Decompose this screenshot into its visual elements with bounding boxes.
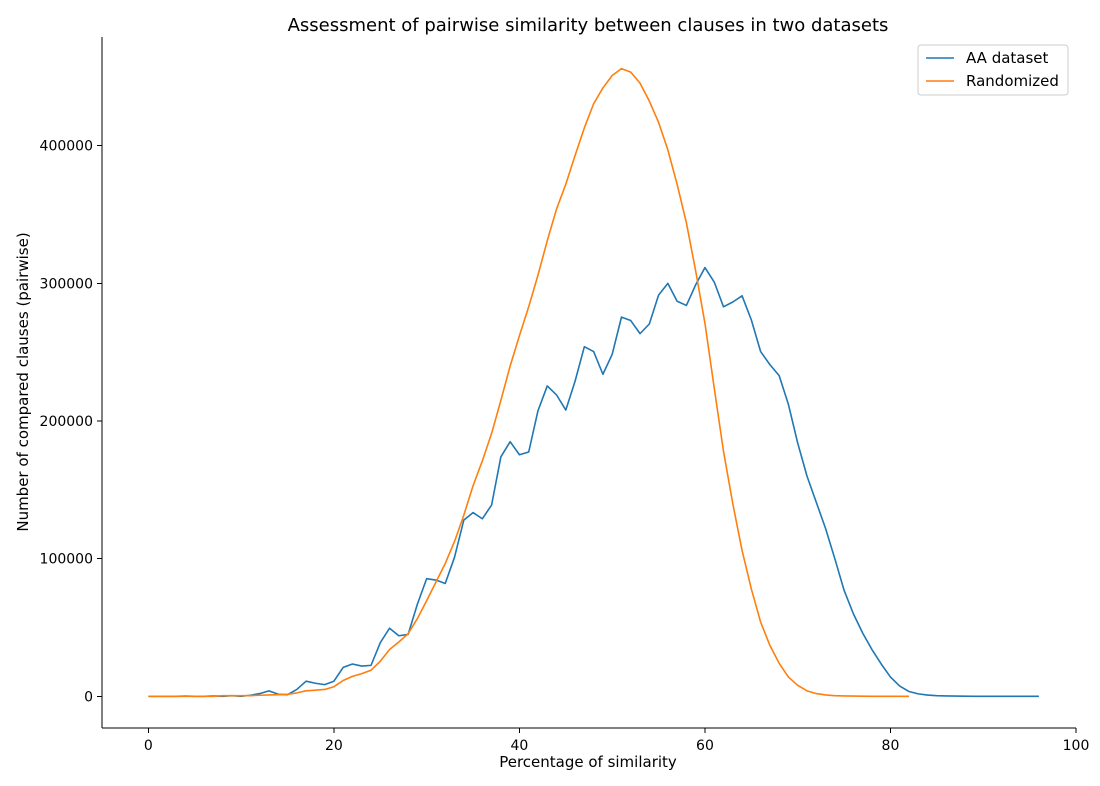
series-line-randomized [148, 67, 910, 698]
legend: AA dataset Randomized [917, 44, 1069, 96]
x-tick-label: 40 [511, 738, 529, 754]
y-tick-label: 300000 [40, 276, 93, 292]
y-axis-label: Number of compared clauses (pairwise) [14, 232, 32, 531]
legend-label-aa-dataset: AA dataset [966, 49, 1049, 67]
series-line-aa-dataset [148, 266, 1039, 698]
x-tick-label: 80 [882, 738, 900, 754]
y-tick-label: 0 [84, 689, 93, 705]
x-ticks: 0 20 40 60 80 100 [144, 728, 1089, 754]
x-tick-label: 100 [1063, 738, 1090, 754]
series-layer [148, 67, 1039, 698]
x-tick-label: 60 [696, 738, 714, 754]
y-tick-label: 200000 [40, 414, 93, 430]
chart-title: Assessment of pairwise similarity betwee… [288, 15, 889, 36]
x-tick-label: 20 [325, 738, 343, 754]
legend-label-randomized: Randomized [966, 72, 1059, 90]
x-tick-label: 0 [144, 738, 153, 754]
x-axis-label: Percentage of similarity [499, 753, 677, 771]
legend-box [917, 44, 1069, 96]
y-ticks: 0 100000 200000 300000 400000 [40, 139, 102, 705]
y-tick-label: 100000 [40, 552, 93, 568]
y-tick-label: 400000 [40, 139, 93, 155]
